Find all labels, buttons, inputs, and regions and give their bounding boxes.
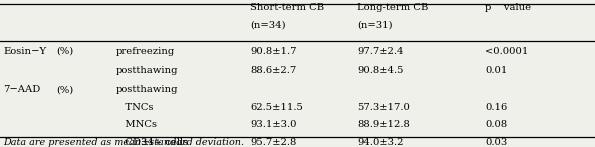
Text: 88.9±12.8: 88.9±12.8 — [357, 120, 410, 130]
Text: 90.8±4.5: 90.8±4.5 — [357, 66, 403, 75]
Text: 90.8±1.7: 90.8±1.7 — [250, 47, 296, 56]
Text: 0.16: 0.16 — [485, 103, 507, 112]
Text: Data are presented as mean±standard deviation.: Data are presented as mean±standard devi… — [3, 138, 244, 147]
Text: (n=34): (n=34) — [250, 21, 286, 30]
Text: Short-term CB: Short-term CB — [250, 3, 324, 12]
Text: 97.7±2.4: 97.7±2.4 — [357, 47, 403, 56]
Text: 62.5±11.5: 62.5±11.5 — [250, 103, 303, 112]
Text: 0.01: 0.01 — [485, 66, 508, 75]
Text: 93.1±3.0: 93.1±3.0 — [250, 120, 296, 130]
Text: Eosin−Y: Eosin−Y — [3, 47, 46, 56]
Text: p    value: p value — [485, 3, 531, 12]
Text: prefreezing: prefreezing — [116, 47, 176, 56]
Text: TNCs: TNCs — [116, 103, 154, 112]
Text: 7−AAD: 7−AAD — [3, 85, 40, 94]
Text: 88.6±2.7: 88.6±2.7 — [250, 66, 296, 75]
Text: (%): (%) — [57, 85, 74, 94]
Text: MNCs: MNCs — [116, 120, 157, 130]
Text: <0.0001: <0.0001 — [485, 47, 528, 56]
Text: (%): (%) — [57, 47, 74, 56]
Text: postthawing: postthawing — [116, 66, 178, 75]
Text: 94.0±3.2: 94.0±3.2 — [357, 138, 403, 147]
Text: (n=31): (n=31) — [357, 21, 393, 30]
Text: 95.7±2.8: 95.7±2.8 — [250, 138, 296, 147]
Text: 57.3±17.0: 57.3±17.0 — [357, 103, 410, 112]
Text: 0.08: 0.08 — [485, 120, 507, 130]
Text: CD34+ cells: CD34+ cells — [116, 138, 188, 147]
Text: Long-term CB: Long-term CB — [357, 3, 428, 12]
Text: 0.03: 0.03 — [485, 138, 507, 147]
Text: postthawing: postthawing — [116, 85, 178, 94]
